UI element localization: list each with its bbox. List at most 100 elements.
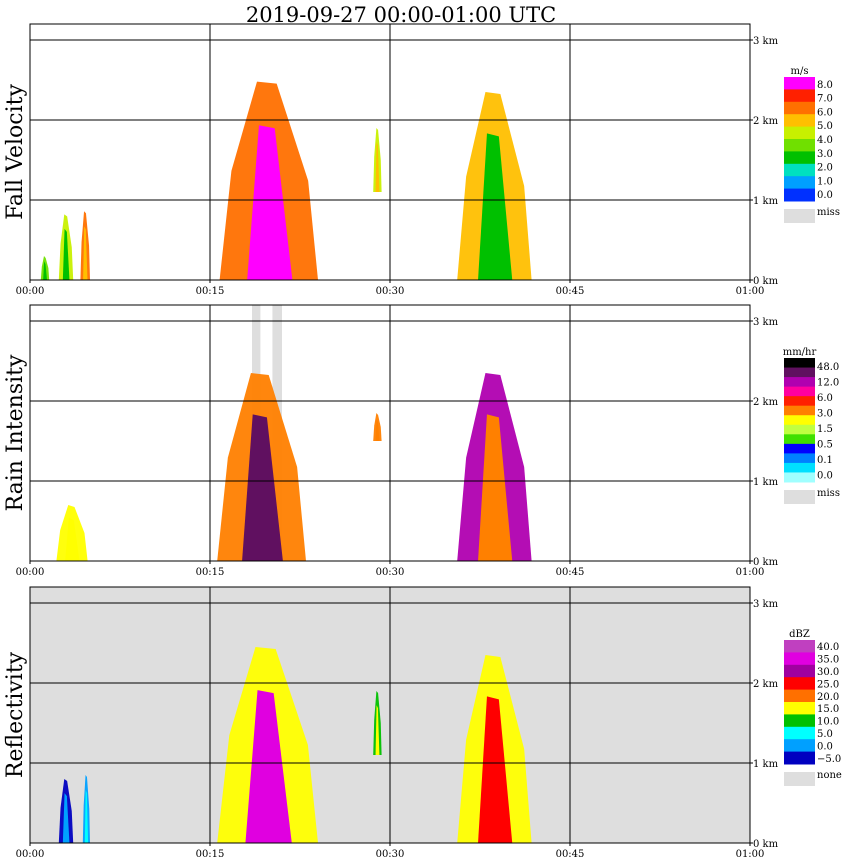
colorbar-swatch xyxy=(784,139,815,152)
colorbar-label: 1.0 xyxy=(817,176,833,187)
colorbar-label: 40.0 xyxy=(817,642,839,653)
colorbar-swatch xyxy=(784,714,815,728)
colorbar-label: 2.0 xyxy=(817,163,833,174)
colorbar-swatch xyxy=(784,377,815,388)
time-tick-label: 00:30 xyxy=(376,849,405,860)
colorbar-swatch xyxy=(784,405,815,416)
colorbar-swatch xyxy=(784,462,815,473)
colorbar-label: 48.0 xyxy=(817,362,839,373)
colorbar-swatch xyxy=(784,176,815,190)
echo-core xyxy=(84,789,89,843)
colorbar-label: 0.0 xyxy=(817,741,833,752)
colorbar-label: 0.0 xyxy=(817,470,833,481)
echo-core xyxy=(83,226,88,280)
panel-2: 0 km 1 km 2 km 3 km 00:00 00:15 00:30 00:45 01:0… xyxy=(3,304,840,578)
colorbar-label: 12.0 xyxy=(817,377,839,388)
height-tick-label: 2 km xyxy=(753,116,779,127)
colorbar-miss-swatch xyxy=(784,490,815,504)
colorbar-label: 20.0 xyxy=(817,692,839,703)
colorbar-label: 6.0 xyxy=(817,393,833,404)
colorbar-miss-label: none xyxy=(817,770,842,781)
colorbar-swatch xyxy=(784,415,815,426)
colorbar-swatch xyxy=(784,702,815,715)
echo-core xyxy=(65,517,80,561)
colorbar-miss-label: miss xyxy=(817,207,840,218)
echo-core xyxy=(247,125,293,280)
height-tick-label: 3 km xyxy=(753,599,779,610)
time-tick-label: 00:45 xyxy=(556,286,585,297)
height-tick-label: 0 km xyxy=(753,276,779,287)
colorbar-swatch xyxy=(784,163,815,177)
colorbar-swatch xyxy=(784,424,815,435)
colorbar-label: 7.0 xyxy=(817,94,833,105)
height-tick-label: 1 km xyxy=(753,759,779,770)
panel-1: 0 km 1 km 2 km 3 km 00:00 00:15 00:30 00:45 01:0… xyxy=(3,23,840,297)
colorbar-swatch xyxy=(784,89,815,103)
height-tick-label: 3 km xyxy=(753,36,779,47)
time-tick-label: 01:00 xyxy=(736,286,765,297)
colorbar-swatch xyxy=(784,126,815,140)
time-tick-label: 01:00 xyxy=(736,567,765,578)
colorbar-label: 15.0 xyxy=(817,704,839,715)
colorbar-unit: dBZ xyxy=(789,629,810,640)
time-tick-label: 00:15 xyxy=(196,286,225,297)
time-tick-label: 00:45 xyxy=(556,567,585,578)
height-tick-label: 1 km xyxy=(753,477,779,488)
colorbar-swatch xyxy=(784,652,815,666)
colorbar-swatch xyxy=(784,453,815,464)
colorbar-swatch xyxy=(784,358,815,369)
time-tick-label: 00:45 xyxy=(556,849,585,860)
colorbar-label: 25.0 xyxy=(817,679,839,690)
echo-core xyxy=(478,696,513,843)
colorbar-swatch xyxy=(784,640,815,653)
colorbar-label: 35.0 xyxy=(817,655,839,666)
panel-3: 0 km 1 km 2 km 3 km 00:00 00:15 00:30 00:45 01:0… xyxy=(3,586,842,860)
colorbar-label: 0.5 xyxy=(817,439,833,450)
colorbar-label: 10.0 xyxy=(817,717,839,728)
colorbar-miss-label: miss xyxy=(817,488,840,499)
height-tick-label: 2 km xyxy=(753,397,779,408)
height-tick-label: 0 km xyxy=(753,839,779,850)
colorbar-swatch xyxy=(784,751,815,765)
figure-title: 2019-09-27 00:00-01:00 UTC xyxy=(246,3,556,27)
colorbar-label: 6.0 xyxy=(817,107,833,118)
height-tick-label: 2 km xyxy=(753,679,779,690)
colorbar-swatch xyxy=(784,188,815,202)
colorbar-label: 5.0 xyxy=(817,121,833,132)
echo-core xyxy=(62,228,70,280)
colorbar-label: 3.0 xyxy=(817,408,833,419)
colorbar-label: 5.0 xyxy=(817,729,833,740)
colorbar-label: 8.0 xyxy=(817,80,833,91)
time-tick-label: 00:00 xyxy=(16,849,45,860)
time-tick-label: 00:00 xyxy=(16,286,45,297)
height-tick-label: 3 km xyxy=(753,317,779,328)
colorbar-swatch xyxy=(784,472,815,483)
colorbar-swatch xyxy=(784,77,815,90)
colorbar-swatch xyxy=(784,114,815,128)
time-tick-label: 00:15 xyxy=(196,567,225,578)
time-tick-label: 00:15 xyxy=(196,849,225,860)
colorbar-unit: m/s xyxy=(791,66,809,77)
colorbar-miss-swatch xyxy=(784,209,815,223)
echo-core xyxy=(62,793,70,843)
colorbar-swatch xyxy=(784,434,815,445)
echo-core xyxy=(245,690,292,843)
colorbar-unit: mm/hr xyxy=(783,347,817,358)
time-tick-label: 00:00 xyxy=(16,567,45,578)
colorbar-label: −5.0 xyxy=(817,754,841,765)
panel-ylabel: Rain Intensity xyxy=(3,354,28,511)
colorbar-swatch xyxy=(784,664,815,678)
colorbar-swatch xyxy=(784,396,815,407)
colorbar-swatch xyxy=(784,101,815,115)
panel-ylabel: Fall Velocity xyxy=(3,84,28,220)
time-tick-label: 01:00 xyxy=(736,849,765,860)
colorbar-label: 1.5 xyxy=(817,424,833,435)
echo-core xyxy=(478,414,513,561)
time-tick-label: 00:30 xyxy=(376,567,405,578)
echo-core xyxy=(478,133,513,280)
colorbar-swatch xyxy=(784,367,815,378)
colorbar-swatch xyxy=(784,151,815,165)
time-tick-label: 00:30 xyxy=(376,286,405,297)
echo-core xyxy=(43,261,48,280)
